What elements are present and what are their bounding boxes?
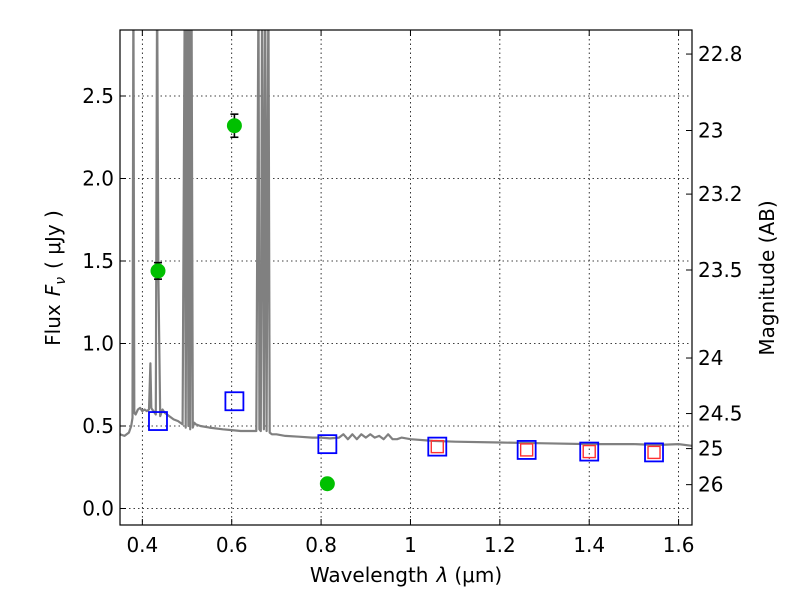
y-axis-label: Flux Fν ( μJy ) <box>41 210 69 346</box>
limit-point <box>647 445 661 460</box>
y2-tick-label: 24.5 <box>698 402 743 426</box>
plot-frame <box>119 29 693 526</box>
y-tick-label: 2.0 <box>82 167 114 191</box>
y2-tick-label: 23 <box>698 119 723 143</box>
model-point <box>516 440 537 460</box>
model-point <box>644 442 664 463</box>
y2-tick-label: 24 <box>698 346 723 370</box>
y-axis-left: 0.0 0.5 1.0 1.5 2.0 2.5 <box>82 84 126 521</box>
y2-tick-label: 23.5 <box>698 258 743 282</box>
y2-tick-label: 26 <box>698 473 723 497</box>
y-tick-label: 2.5 <box>82 84 114 108</box>
y-tick-label: 0.5 <box>82 414 114 438</box>
x-tick-label: 0.6 <box>216 533 248 557</box>
y2-axis-label: Magnitude (AB) <box>755 200 779 355</box>
observed-point <box>226 118 242 134</box>
observed-point <box>319 476 335 492</box>
spectrum-layer <box>120 30 692 447</box>
x-tick-label: 0.8 <box>305 533 337 557</box>
model-point <box>317 434 338 455</box>
x-axis-label-symbol: λ <box>436 563 449 587</box>
x-axis-label-text: Wavelength <box>310 563 429 587</box>
limit-point <box>519 443 534 457</box>
y2-tick-label: 23.2 <box>698 182 743 206</box>
plot-area <box>120 30 692 525</box>
model-point <box>579 441 600 462</box>
x-tick-label: 1.6 <box>663 533 695 557</box>
x-axis-label: Wavelength λ (μm) <box>310 563 502 587</box>
y-axis-label-subscript: ν <box>53 277 69 285</box>
x-tick-label: 0.4 <box>126 533 158 557</box>
x-tick-label: 1.4 <box>573 533 605 557</box>
y2-tick-label: 22.8 <box>698 42 743 66</box>
y2-tick-label: 25 <box>698 437 723 461</box>
model-point <box>224 391 245 412</box>
y-tick-label: 1.5 <box>82 249 114 273</box>
model-point <box>427 436 448 457</box>
grid-lines <box>120 30 692 525</box>
y-axis-label-unit: ( μJy ) <box>41 210 65 269</box>
x-tick-label: 1 <box>404 533 417 557</box>
x-axis: 0.4 0.6 0.8 1 1.2 1.4 1.6 <box>126 30 695 557</box>
y-axis-label-symbol: F <box>41 284 65 296</box>
x-axis-label-unit: (μm) <box>454 563 502 587</box>
limit-point <box>430 439 444 454</box>
y-tick-label: 1.0 <box>82 332 114 356</box>
marker-layer <box>148 113 664 492</box>
y-axis-label-text: Flux <box>41 304 65 346</box>
y-axis-right: 22.8 23 23.2 23.5 24 24.5 25 26 <box>686 42 743 497</box>
model-point <box>148 411 168 431</box>
y-tick-label: 0.0 <box>82 497 114 521</box>
x-tick-label: 1.2 <box>484 533 516 557</box>
limit-point <box>582 444 596 459</box>
spectrum-line <box>120 30 692 447</box>
observed-point <box>150 263 166 279</box>
